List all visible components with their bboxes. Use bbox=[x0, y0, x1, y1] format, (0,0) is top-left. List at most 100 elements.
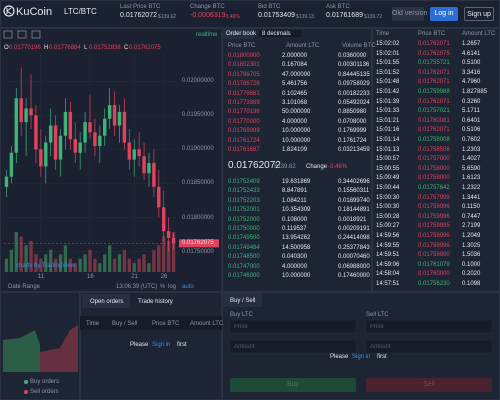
price-cell: 0.01773969 bbox=[228, 100, 260, 106]
candle-body bbox=[112, 105, 117, 126]
input-box bbox=[365, 339, 493, 354]
amount-cell: 1.2303 bbox=[462, 146, 481, 153]
price-cell: 0.01761687 bbox=[228, 147, 260, 153]
amount-cell: 3.3416 bbox=[462, 69, 481, 76]
candle-body bbox=[117, 111, 122, 126]
candle-body bbox=[4, 176, 9, 187]
time-cell: 15:00:57 bbox=[376, 156, 400, 163]
time-cell: 15:00:49 bbox=[376, 175, 400, 182]
price-cell: 0.01748500 bbox=[228, 254, 260, 261]
candle-body bbox=[122, 111, 127, 143]
time-cell: 15:01:16 bbox=[376, 127, 400, 134]
volume-bar bbox=[4, 258, 9, 272]
stat-sub: $139.62 bbox=[158, 14, 177, 20]
stat-sub: -3.46% bbox=[224, 14, 240, 20]
toolbar-icon[interactable] bbox=[31, 30, 41, 39]
x-tick-label: 21 bbox=[131, 274, 138, 280]
y-tick-label: 0.01900000 bbox=[182, 146, 214, 153]
volume-bar bbox=[88, 249, 92, 272]
toolbar-icon[interactable] bbox=[17, 30, 27, 39]
amount-cell: 1.3441 bbox=[462, 194, 481, 201]
volume-bar bbox=[83, 254, 87, 272]
volume-cell: 0.1761724 bbox=[338, 137, 367, 144]
old-version-button[interactable]: Old version bbox=[392, 7, 427, 21]
y-tick-label: 0.02000000 bbox=[182, 78, 214, 85]
candle-body bbox=[44, 142, 48, 167]
x-tick-label: 11 bbox=[37, 274, 45, 280]
sell-button[interactable]: Sell bbox=[366, 378, 492, 392]
candle-body bbox=[98, 135, 102, 146]
volume-cell: 0.00182233 bbox=[338, 90, 370, 97]
volume-bar bbox=[78, 258, 82, 272]
x-tick-label: 16 bbox=[87, 274, 94, 280]
stat-value: 0.01753409 bbox=[258, 12, 295, 19]
volume-cell: 0.00301136 bbox=[338, 62, 370, 69]
chart-option[interactable]: % bbox=[160, 284, 166, 290]
price-cell: 0.01757999 bbox=[418, 194, 450, 201]
volume-bar bbox=[53, 258, 58, 272]
price-cell: 0.01758508 bbox=[418, 146, 450, 153]
candle-body bbox=[68, 111, 73, 140]
price-cell: 0.01759996 bbox=[418, 242, 450, 249]
prompt-text: first bbox=[177, 342, 187, 348]
time-cell: 15:01:48 bbox=[376, 79, 400, 86]
candle-body bbox=[19, 98, 23, 123]
price-cell: 0.01761724 bbox=[228, 137, 260, 144]
candle-body bbox=[34, 115, 38, 150]
sign-in-link[interactable]: Sign in bbox=[352, 354, 371, 360]
price-cell: 0.01762071 bbox=[418, 79, 450, 86]
watermark: charts by TradingView bbox=[16, 263, 75, 269]
orders-tab[interactable]: Open orders bbox=[90, 299, 124, 305]
amount-cell: 10.354309 bbox=[282, 207, 311, 214]
amount-cell: 0.119537 bbox=[282, 226, 307, 232]
chart-option[interactable]: auto bbox=[182, 284, 194, 290]
input-label: Price bbox=[370, 324, 384, 330]
price-cell: 0.01760081 bbox=[418, 117, 450, 124]
signup-button[interactable]: Sign up bbox=[464, 7, 494, 21]
amount-cell: 0.2020 bbox=[462, 271, 481, 278]
volume-bar bbox=[103, 254, 107, 272]
volume-bar bbox=[9, 249, 14, 272]
price-cell: 0.01759996 bbox=[418, 233, 450, 239]
price-cell: 0.01752001 bbox=[228, 207, 260, 214]
decimals: 8 decimals bbox=[262, 31, 291, 37]
amount-cell: 4.000000 bbox=[282, 263, 308, 270]
prompt-text: first bbox=[377, 354, 387, 360]
stat-sub: $139.72 bbox=[364, 14, 383, 20]
amount-cell: 10.000000 bbox=[282, 273, 311, 279]
chart-option[interactable]: log bbox=[168, 284, 177, 290]
volume-cell: 0.34402696 bbox=[338, 179, 370, 185]
x-tick-label: 26 bbox=[160, 274, 168, 280]
toolbar-icon[interactable] bbox=[3, 30, 13, 39]
column-header: Time bbox=[376, 31, 390, 37]
column-header: Amount LTC bbox=[462, 31, 496, 37]
price-cell: 0.01759996 bbox=[418, 213, 450, 220]
column-header: Buy / Sell bbox=[112, 321, 138, 327]
volume-cell: 0.09758029 bbox=[338, 81, 370, 88]
candle-body bbox=[24, 108, 28, 123]
volume-bar bbox=[58, 254, 63, 272]
price-cell: 0.01756230 bbox=[418, 281, 450, 287]
logo-text: KuCoin bbox=[16, 6, 53, 18]
candle-body bbox=[127, 142, 132, 160]
orders-tab[interactable]: Trade history bbox=[138, 299, 173, 305]
volume-cell: 0.1769999 bbox=[338, 128, 367, 135]
volume-cell: 0.03213459 bbox=[338, 147, 370, 153]
volume-bar bbox=[171, 232, 176, 272]
ohlc-value: 0.01776884 bbox=[49, 45, 81, 51]
time-cell: 15:00:44 bbox=[376, 185, 400, 191]
sign-in-link[interactable]: Sign in bbox=[152, 342, 171, 348]
candle-body bbox=[53, 125, 58, 160]
stat-label: Last Price BTC bbox=[120, 4, 161, 10]
candle-body bbox=[73, 139, 77, 153]
time-cell: 15:01:42 bbox=[376, 89, 400, 95]
price-cell: 0.01746000 bbox=[228, 273, 260, 279]
buy-button[interactable]: Buy bbox=[230, 378, 356, 392]
price-cell: 0.01770196 bbox=[228, 109, 260, 116]
price-tag: 0.01762075 bbox=[182, 240, 214, 247]
price-cell: 0.01749484 bbox=[228, 244, 260, 251]
login-button[interactable]: Log in bbox=[430, 7, 458, 21]
volume-bar bbox=[34, 254, 38, 272]
legend-dot bbox=[24, 380, 28, 384]
